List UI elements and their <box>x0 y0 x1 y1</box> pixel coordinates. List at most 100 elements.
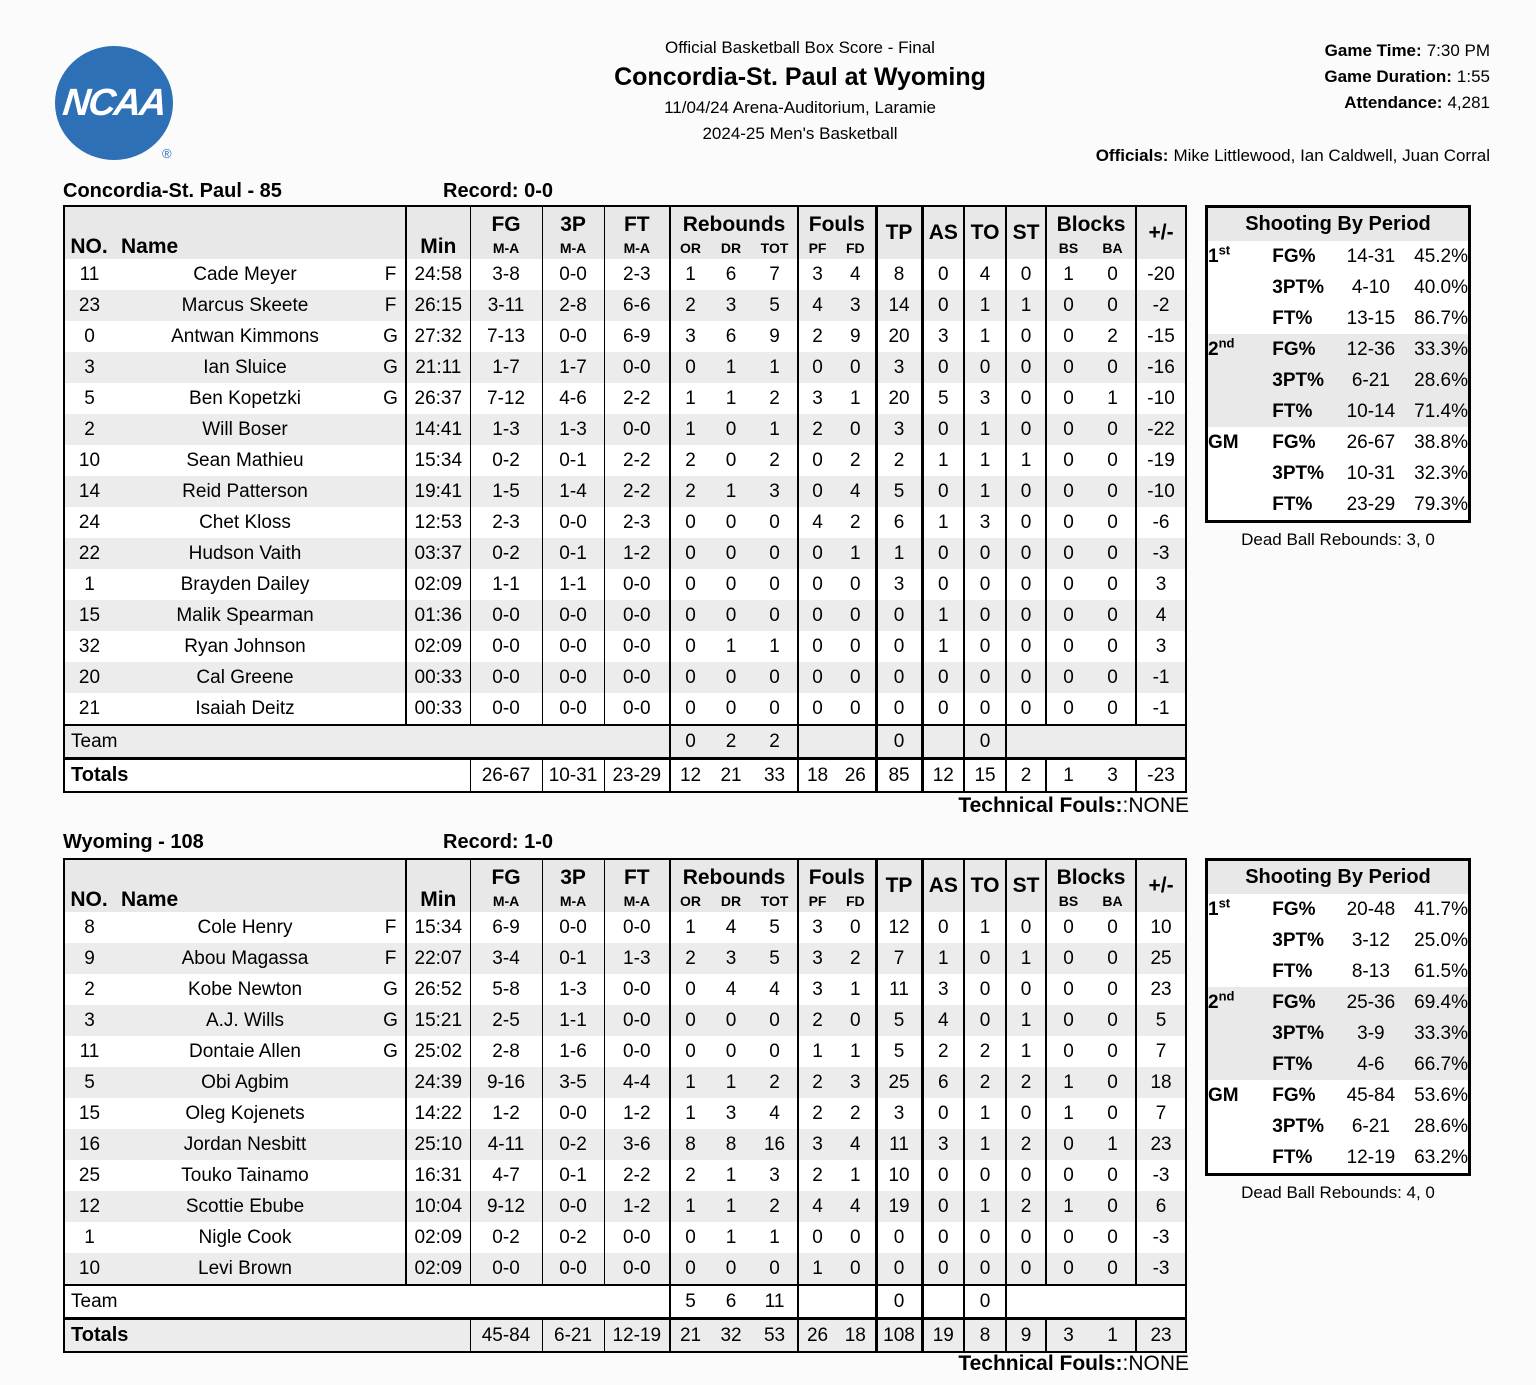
cell-tp: 7 <box>874 943 923 974</box>
col-header-fd: FD <box>836 890 877 912</box>
cell-number: 3 <box>64 352 114 383</box>
cell-number: 2 <box>64 414 114 445</box>
attendance-value: 4,281 <box>1447 93 1490 112</box>
cell-ft: 6-9 <box>603 321 671 352</box>
cell-number: 16 <box>64 1129 114 1160</box>
cell-min: 02:09 <box>405 569 471 600</box>
registered-trademark-icon: ® <box>162 146 172 161</box>
shooting-stat: FT% <box>1272 1146 1313 1168</box>
cell-number: 1 <box>84 573 95 595</box>
cell-tot: 2 <box>769 387 780 409</box>
col-header-tp: TP <box>874 206 923 259</box>
team-tot: 2 <box>752 724 799 759</box>
cell-pf: 3 <box>797 943 837 974</box>
shooting-stat: FG% <box>1272 334 1338 365</box>
col-header-blocks: Blocks <box>1045 206 1137 237</box>
cell-3p: 0-0 <box>541 1098 605 1129</box>
cell-ba: 0 <box>1107 511 1118 533</box>
cell-plusminus: -16 <box>1135 352 1187 383</box>
cell-player-name: Jordan Nesbitt <box>114 1129 376 1160</box>
cell-3p: 0-1 <box>541 1160 605 1191</box>
totals-3p: 6-21 <box>541 1317 605 1352</box>
cell-ba: 0 <box>1107 1040 1118 1062</box>
cell-ft: 0-0 <box>603 631 671 662</box>
cell-fd: 0 <box>849 1226 861 1248</box>
cell-tp: 0 <box>874 1222 923 1253</box>
shooting-row: 2nd FG% 12-36 33.3% <box>1206 334 1470 365</box>
cell-3p: 0-0 <box>541 662 605 693</box>
cell-bs: 0 <box>1045 1253 1091 1285</box>
cell-position: G <box>383 1040 398 1062</box>
team1-name-score: Concordia-St. Paul - 85 <box>63 180 282 202</box>
shooting-pct: 66.7% <box>1403 1049 1470 1080</box>
cell-bs: 1 <box>1045 259 1091 290</box>
cell-ft: 2-2 <box>603 445 671 476</box>
cell-number: 5 <box>64 1067 114 1098</box>
cell-to: 1 <box>963 414 1007 445</box>
cell-3p: 4-6 <box>541 383 605 414</box>
shooting-row: 1st FG% 20-48 41.7% <box>1207 894 1470 925</box>
cell-fg: 1-7 <box>469 352 543 383</box>
col-header-to: TO <box>963 859 1007 912</box>
col-header-fg: FG <box>469 206 543 237</box>
team-to: 0 <box>963 724 1007 759</box>
cell-fd: 0 <box>836 414 877 445</box>
cell-number: 11 <box>79 1040 100 1062</box>
cell-ft: 1-2 <box>603 1098 671 1129</box>
shooting-made-att: 13-15 <box>1346 307 1396 329</box>
cell-ba: 0 <box>1090 414 1137 445</box>
cell-plusminus: 3 <box>1135 569 1187 600</box>
cell-dr: 0 <box>710 1005 753 1036</box>
cell-fg: 4-7 <box>469 1160 543 1191</box>
cell-number: 5 <box>84 387 95 409</box>
cell-player-name: Ben Kopetzki <box>189 387 301 409</box>
cell-number: 14 <box>64 476 114 507</box>
cell-player-name: Marcus Skeete <box>114 290 376 321</box>
cell-or: 0 <box>669 693 711 725</box>
cell-ba: 0 <box>1090 1005 1137 1036</box>
cell-plusminus: 18 <box>1135 1067 1187 1098</box>
cell-bs: 0 <box>1045 600 1091 631</box>
cell-position <box>376 507 406 538</box>
team-row-label: Team <box>64 724 671 759</box>
player-row: 21 Isaiah Deitz 00:33 0-0 0-0 0-0 0 0 0 … <box>64 693 1187 725</box>
cell-3p: 0-0 <box>541 1253 605 1285</box>
cell-fd: 1 <box>836 538 877 569</box>
cell-ba: 0 <box>1107 1102 1118 1124</box>
cell-number: 0 <box>84 325 95 347</box>
attendance-label: Attendance: <box>1344 93 1443 112</box>
shooting-row: 3PT% 10-31 32.3% <box>1207 458 1470 489</box>
shooting-row: GM FG% 26-67 38.8% <box>1207 427 1470 458</box>
cell-dr: 6 <box>725 325 737 347</box>
cell-pf: 0 <box>797 445 837 476</box>
cell-bs: 1 <box>1045 1191 1091 1222</box>
team-tp: 0 <box>874 724 923 759</box>
cell-fg: 0-0 <box>469 662 543 693</box>
cell-as: 3 <box>920 974 965 1005</box>
cell-st: 0 <box>1005 693 1047 725</box>
cell-fd: 0 <box>836 600 877 631</box>
cell-plusminus: 5 <box>1135 1005 1187 1036</box>
team-fouls-blank <box>797 1284 877 1319</box>
team2-table-header: NO. Name Min FG 3P FT Rebounds Fouls TP A… <box>64 859 1187 912</box>
cell-ba: 0 <box>1107 978 1118 1000</box>
cell-to: 0 <box>963 538 1007 569</box>
player-row: 16 Jordan Nesbitt 25:10 4-11 0-2 3-6 8 8… <box>64 1129 1187 1160</box>
team-tp: 0 <box>874 1284 923 1319</box>
cell-dr: 0 <box>725 511 737 533</box>
cell-min: 16:31 <box>405 1160 471 1191</box>
cell-dr: 1 <box>725 1226 737 1248</box>
cell-fg: 5-8 <box>469 974 543 1005</box>
cell-as: 0 <box>920 476 965 507</box>
cell-as: 0 <box>920 259 965 290</box>
cell-fd: 2 <box>849 511 861 533</box>
team2-shooting-by-period: Shooting By Period 1st FG% 20-48 41.7% 3… <box>1205 858 1471 1203</box>
col-header-tp: TP <box>874 859 923 912</box>
game-duration-row: Game Duration: 1:55 <box>1324 64 1490 90</box>
shooting-period: 1st <box>1208 242 1231 267</box>
cell-dr: 1 <box>725 635 737 657</box>
cell-tp: 5 <box>874 1005 923 1036</box>
officials-value: Mike Littlewood, Ian Caldwell, Juan Corr… <box>1173 146 1490 165</box>
cell-tot: 1 <box>769 635 780 657</box>
cell-as: 0 <box>920 1222 965 1253</box>
